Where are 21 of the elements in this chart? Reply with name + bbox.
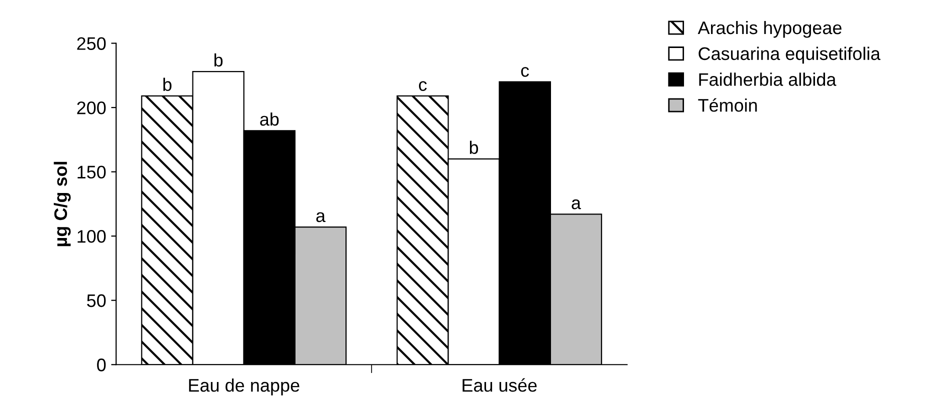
data-label: ab <box>260 112 279 126</box>
data-label: a <box>316 212 326 222</box>
y-tick-label: 250 <box>77 37 106 50</box>
y-tick-label: 100 <box>78 230 106 243</box>
legend-label: Casuarina equisetifolia <box>698 46 880 64</box>
y-tick-label: 0 <box>97 358 106 372</box>
data-label: b <box>214 53 223 67</box>
y-tick-label: 50 <box>87 294 106 308</box>
x-tick-label: Eau usée <box>462 378 537 392</box>
y-axis-title: µg C/g sol <box>54 162 71 246</box>
y-tick-label: 150 <box>78 166 106 179</box>
x-tick-label: Eau de nappe <box>189 378 300 396</box>
legend-label: Arachis hypogeae <box>698 20 842 38</box>
data-label: c <box>521 66 529 77</box>
y-tick-label: 200 <box>77 101 106 114</box>
data-label: c <box>418 81 427 92</box>
legend-label: Faidherbia albida <box>699 72 836 86</box>
data-label: a <box>572 199 581 210</box>
legend-label: Témoin <box>698 98 757 112</box>
data-label: b <box>470 140 478 154</box>
data-label: b <box>163 78 172 92</box>
